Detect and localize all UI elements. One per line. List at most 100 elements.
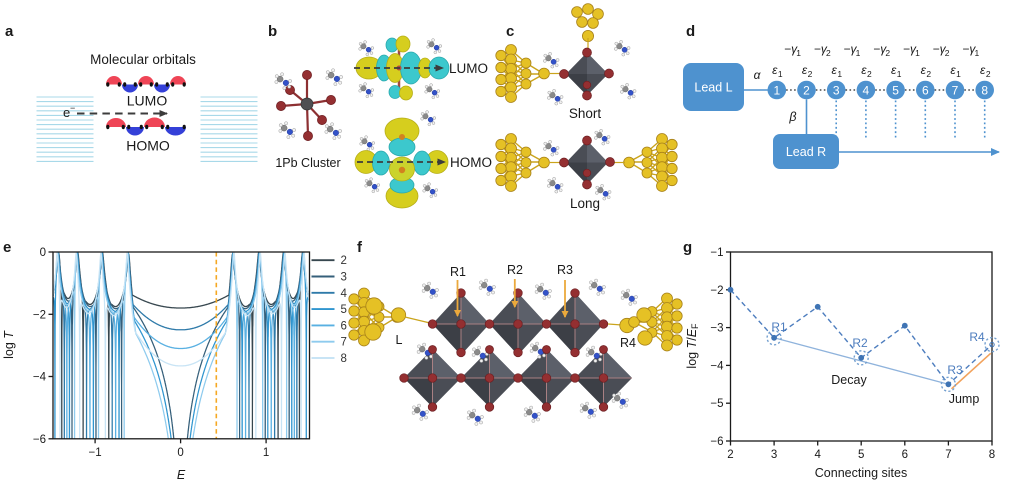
svg-text:ε: ε [861, 63, 867, 77]
svg-text:−γ: −γ [962, 42, 976, 56]
svg-text:L: L [396, 333, 403, 347]
svg-text:−γ: −γ [933, 42, 947, 56]
svg-text:4: 4 [341, 288, 348, 300]
svg-text:0: 0 [177, 447, 183, 459]
svg-text:−5: −5 [710, 398, 723, 410]
svg-text:−6: −6 [33, 434, 46, 446]
svg-text:1: 1 [796, 48, 801, 58]
svg-text:Connecting sites: Connecting sites [815, 466, 907, 480]
svg-text:2: 2 [341, 255, 347, 267]
svg-text:ε: ε [802, 63, 808, 77]
svg-text:f: f [357, 239, 363, 256]
svg-text:Long: Long [570, 196, 600, 211]
svg-text:3: 3 [833, 83, 840, 97]
svg-text:2: 2 [826, 48, 831, 58]
svg-text:−1: −1 [710, 247, 723, 259]
svg-text:2: 2 [885, 48, 890, 58]
svg-text:2: 2 [926, 69, 931, 79]
svg-text:2: 2 [986, 69, 991, 79]
svg-text:g: g [683, 239, 692, 256]
svg-text:1: 1 [897, 69, 902, 79]
svg-text:8: 8 [981, 83, 988, 97]
svg-text:−3: −3 [710, 323, 723, 335]
svg-text:−1: −1 [89, 447, 102, 459]
svg-text:2: 2 [945, 48, 950, 58]
svg-text:ε: ε [950, 63, 956, 77]
svg-text:Decay: Decay [831, 373, 867, 387]
svg-text:log T/EF: log T/EF [685, 323, 700, 369]
svg-text:7: 7 [341, 337, 347, 349]
svg-text:ε: ε [772, 63, 778, 77]
svg-text:b: b [268, 23, 277, 40]
svg-text:1: 1 [263, 447, 269, 459]
svg-text:log T: log T [2, 330, 16, 359]
svg-text:1: 1 [974, 48, 979, 58]
svg-text:Jump: Jump [949, 392, 980, 406]
svg-text:3: 3 [771, 449, 777, 461]
svg-text:−4: −4 [710, 360, 724, 372]
svg-text:ε: ε [891, 63, 897, 77]
svg-text:0: 0 [40, 247, 46, 259]
svg-text:1Pb Cluster: 1Pb Cluster [275, 156, 340, 170]
svg-text:R1: R1 [450, 265, 466, 279]
svg-text:1: 1 [956, 69, 961, 79]
svg-text:−γ: −γ [903, 42, 917, 56]
svg-text:R4: R4 [620, 336, 636, 350]
svg-text:5: 5 [341, 304, 347, 316]
svg-text:3: 3 [341, 272, 347, 284]
svg-text:2: 2 [808, 69, 813, 79]
svg-text:−4: −4 [33, 372, 47, 384]
svg-text:β: β [788, 110, 796, 124]
svg-text:HOMO: HOMO [450, 155, 492, 170]
svg-text:−6: −6 [710, 436, 723, 448]
svg-text:Lead L: Lead L [694, 81, 732, 95]
svg-text:1: 1 [837, 69, 842, 79]
svg-text:R4: R4 [969, 330, 985, 344]
svg-text:8: 8 [989, 449, 995, 461]
svg-text:2: 2 [727, 449, 733, 461]
svg-text:ε: ε [832, 63, 838, 77]
svg-text:2: 2 [867, 69, 872, 79]
svg-text:−2: −2 [710, 285, 723, 297]
svg-text:5: 5 [858, 449, 864, 461]
svg-text:R3: R3 [557, 263, 573, 277]
svg-text:2: 2 [803, 83, 810, 97]
svg-text:−2: −2 [33, 309, 46, 321]
svg-text:a: a [5, 23, 14, 40]
svg-text:d: d [686, 23, 695, 40]
svg-text:−γ: −γ [814, 42, 828, 56]
svg-text:1: 1 [773, 83, 780, 97]
svg-text:7: 7 [945, 449, 951, 461]
svg-text:ε: ε [921, 63, 927, 77]
svg-text:−γ: −γ [784, 42, 798, 56]
svg-text:ε: ε [980, 63, 986, 77]
svg-text:e: e [3, 239, 11, 256]
svg-text:Molecular orbitals: Molecular orbitals [90, 52, 196, 67]
svg-text:5: 5 [892, 83, 899, 97]
svg-text:6: 6 [922, 83, 929, 97]
svg-text:E: E [177, 468, 186, 482]
svg-text:R3: R3 [947, 363, 963, 377]
svg-text:1: 1 [856, 48, 861, 58]
svg-text:−: − [70, 103, 75, 113]
svg-text:Short: Short [569, 106, 602, 121]
svg-text:Lead R: Lead R [786, 145, 826, 159]
svg-text:7: 7 [952, 83, 959, 97]
svg-text:α: α [754, 68, 762, 82]
svg-text:1: 1 [915, 48, 920, 58]
svg-text:−γ: −γ [873, 42, 887, 56]
svg-text:4: 4 [863, 83, 870, 97]
svg-text:R2: R2 [852, 336, 868, 350]
svg-text:LUMO: LUMO [127, 93, 168, 109]
svg-text:R2: R2 [507, 263, 523, 277]
svg-text:6: 6 [902, 449, 908, 461]
svg-text:e: e [63, 105, 70, 120]
svg-text:−γ: −γ [844, 42, 858, 56]
svg-text:8: 8 [341, 353, 347, 365]
svg-text:R1: R1 [771, 320, 787, 334]
svg-text:HOMO: HOMO [126, 138, 170, 154]
svg-text:4: 4 [814, 449, 821, 461]
svg-text:LUMO: LUMO [449, 61, 488, 76]
svg-text:c: c [506, 23, 514, 40]
svg-text:6: 6 [341, 320, 347, 332]
